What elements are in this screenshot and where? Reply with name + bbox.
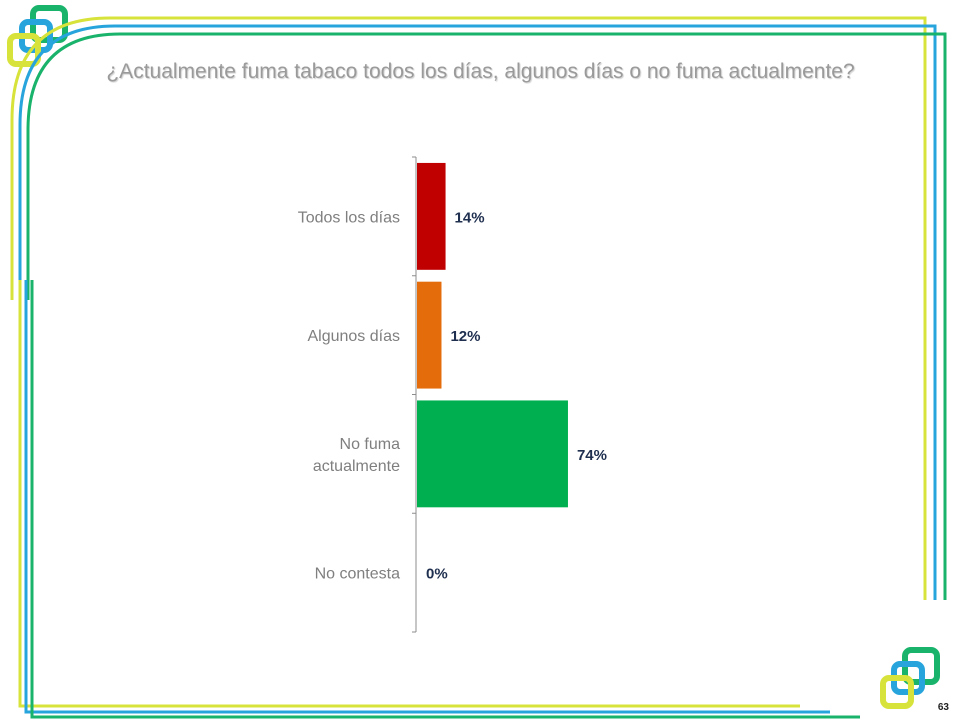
bar-1 [417, 281, 442, 389]
category-label: Todos los días [298, 209, 400, 226]
page-title: ¿Actualmente fuma tabaco todos los días,… [106, 60, 855, 83]
frame-lines [10, 16, 947, 719]
data-label: 14% [455, 209, 485, 226]
bar-2 [417, 400, 568, 508]
category-label: No fuma actualmente [313, 436, 400, 475]
page-number: 63 [937, 702, 949, 713]
category-label: Algunos días [307, 328, 400, 345]
data-label: 0% [426, 566, 448, 583]
data-label: 12% [450, 328, 480, 345]
category-label: No contesta [315, 566, 400, 583]
bar-0 [417, 162, 446, 270]
data-label: 74% [577, 447, 607, 464]
logo-bottom-right [880, 647, 940, 709]
